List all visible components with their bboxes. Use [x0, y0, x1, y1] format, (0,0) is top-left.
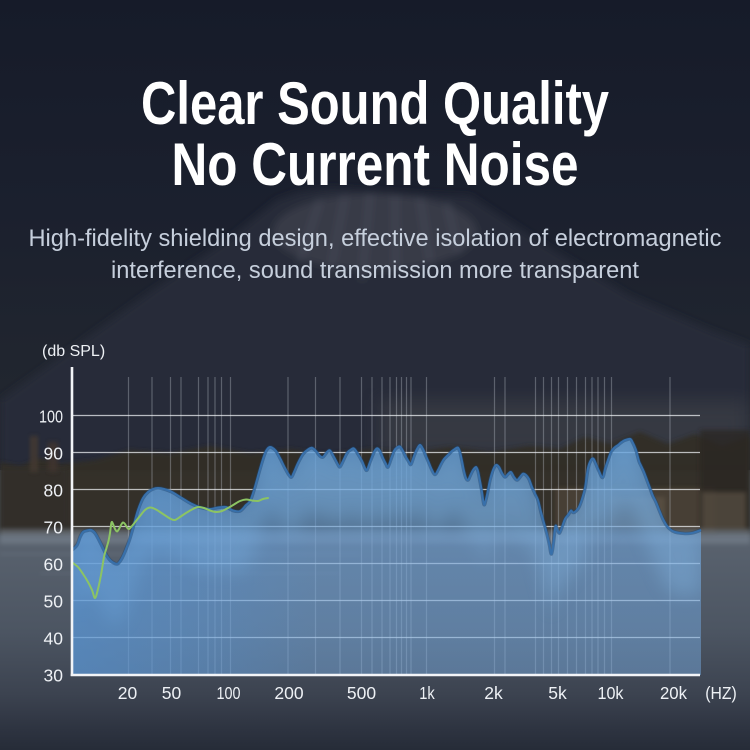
- svg-text:30: 30: [44, 666, 64, 686]
- svg-text:200: 200: [274, 683, 303, 703]
- svg-text:20k: 20k: [660, 683, 687, 703]
- svg-text:No Current Noise: No Current Noise: [172, 131, 579, 198]
- svg-text:500: 500: [347, 683, 376, 703]
- svg-text:20: 20: [118, 683, 138, 703]
- svg-text:2k: 2k: [484, 683, 503, 703]
- svg-text:High-fidelity shielding design: High-fidelity shielding design, effectiv…: [29, 225, 722, 252]
- svg-text:10k: 10k: [598, 683, 624, 703]
- svg-text:(db SPL): (db SPL): [42, 343, 105, 360]
- svg-text:90: 90: [44, 444, 64, 464]
- svg-text:100: 100: [39, 407, 63, 427]
- svg-text:interference, sound transmissi: interference, sound transmission more tr…: [111, 257, 639, 284]
- svg-text:50: 50: [44, 592, 64, 612]
- svg-text:60: 60: [44, 555, 64, 575]
- svg-text:(HZ): (HZ): [705, 683, 737, 703]
- svg-text:70: 70: [44, 518, 64, 538]
- svg-text:100: 100: [217, 683, 241, 703]
- svg-text:80: 80: [44, 481, 64, 501]
- svg-text:50: 50: [162, 683, 182, 703]
- svg-text:Clear Sound Quality: Clear Sound Quality: [141, 70, 610, 137]
- svg-text:40: 40: [44, 629, 64, 649]
- svg-text:5k: 5k: [548, 683, 567, 703]
- svg-text:1k: 1k: [419, 683, 435, 703]
